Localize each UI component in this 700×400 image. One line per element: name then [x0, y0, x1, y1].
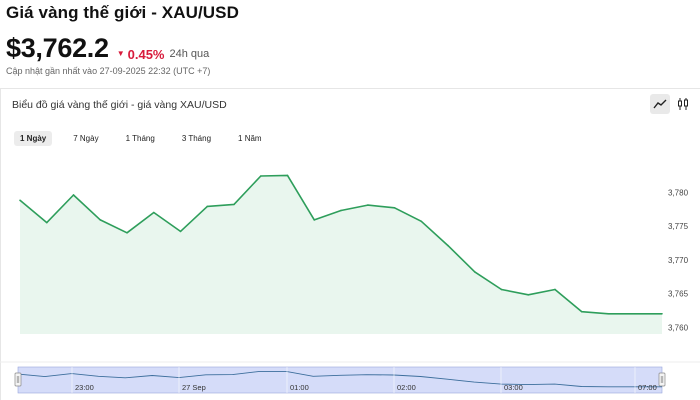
price-point [45, 221, 48, 224]
price-point [259, 175, 262, 177]
line-chart-icon [653, 99, 667, 109]
price-point [233, 203, 235, 206]
last-updated: Cập nhật gần nhất vào 27-09-2025 22:32 (… [6, 66, 211, 76]
price-point [580, 310, 583, 313]
navigator-time-label: 07:00 [638, 383, 657, 392]
price-point [473, 271, 476, 273]
down-arrow-icon: ▼ [116, 49, 125, 58]
navigator-time-label: 03:00 [504, 383, 523, 392]
price-area [20, 175, 662, 334]
price-point [72, 194, 75, 196]
price-point [607, 312, 610, 315]
chart-title: Biểu đồ giá vàng thế giới - giá vàng XAU… [12, 99, 227, 111]
navigator-time-label: 23:00 [75, 383, 94, 392]
price-point [126, 231, 128, 234]
price-change-period: 24h qua [169, 48, 210, 60]
price-point [179, 230, 182, 233]
y-tick-label: 3,770 [668, 256, 689, 265]
price-point [447, 244, 449, 247]
price-point [554, 288, 556, 291]
page-title: Giá vàng thế giới - XAU/USD [6, 3, 239, 22]
chart-type-toolbar [650, 94, 693, 114]
y-tick-label: 3,765 [668, 290, 689, 299]
price-row: $3,762.2 ▼ 0.45% 24h qua [6, 33, 209, 64]
candlestick-chart-button[interactable] [673, 94, 693, 114]
price-point [500, 288, 503, 291]
y-tick-label: 3,780 [668, 188, 689, 197]
price-point [527, 294, 530, 296]
y-tick-label: 3,775 [668, 222, 689, 231]
range-7-days[interactable]: 7 Ngày [73, 134, 99, 143]
navigator-left-handle[interactable] [14, 372, 22, 387]
price-point [313, 219, 316, 221]
price-point [393, 206, 396, 209]
time-range-tabs: 1 Ngày 7 Ngày 1 Tháng 3 Tháng 1 Năm [14, 131, 283, 146]
navigator-time-label: 02:00 [397, 383, 416, 392]
range-1-day[interactable]: 1 Ngày [14, 131, 53, 146]
price-point [661, 312, 663, 315]
price-point [286, 174, 289, 177]
navigator-line [17, 370, 662, 388]
price-point [152, 211, 155, 214]
price-point [206, 205, 209, 208]
price-point [366, 204, 369, 206]
line-chart-button[interactable] [650, 94, 670, 114]
y-tick-label: 3,760 [668, 323, 689, 332]
price-point [99, 219, 102, 221]
price-change-percent: 0.45% [127, 47, 165, 62]
candlestick-icon [678, 98, 688, 110]
range-1-year[interactable]: 1 Năm [238, 134, 262, 143]
current-price: $3,762.2 [6, 33, 109, 63]
price-point [340, 209, 342, 212]
range-1-month[interactable]: 1 Tháng [125, 134, 155, 143]
price-point [19, 199, 21, 202]
navigator-time-label: 01:00 [290, 383, 309, 392]
price-change: ▼ 0.45% [117, 47, 165, 62]
navigator-range[interactable] [17, 366, 663, 394]
price-point [420, 220, 423, 223]
navigator-right-handle[interactable] [658, 372, 666, 387]
navigator-time-label: 27 Sep [182, 383, 206, 392]
chart-panel: Biểu đồ giá vàng thế giới - giá vàng XAU… [0, 88, 700, 400]
range-3-months[interactable]: 3 Tháng [181, 134, 212, 143]
price-point [634, 312, 637, 315]
